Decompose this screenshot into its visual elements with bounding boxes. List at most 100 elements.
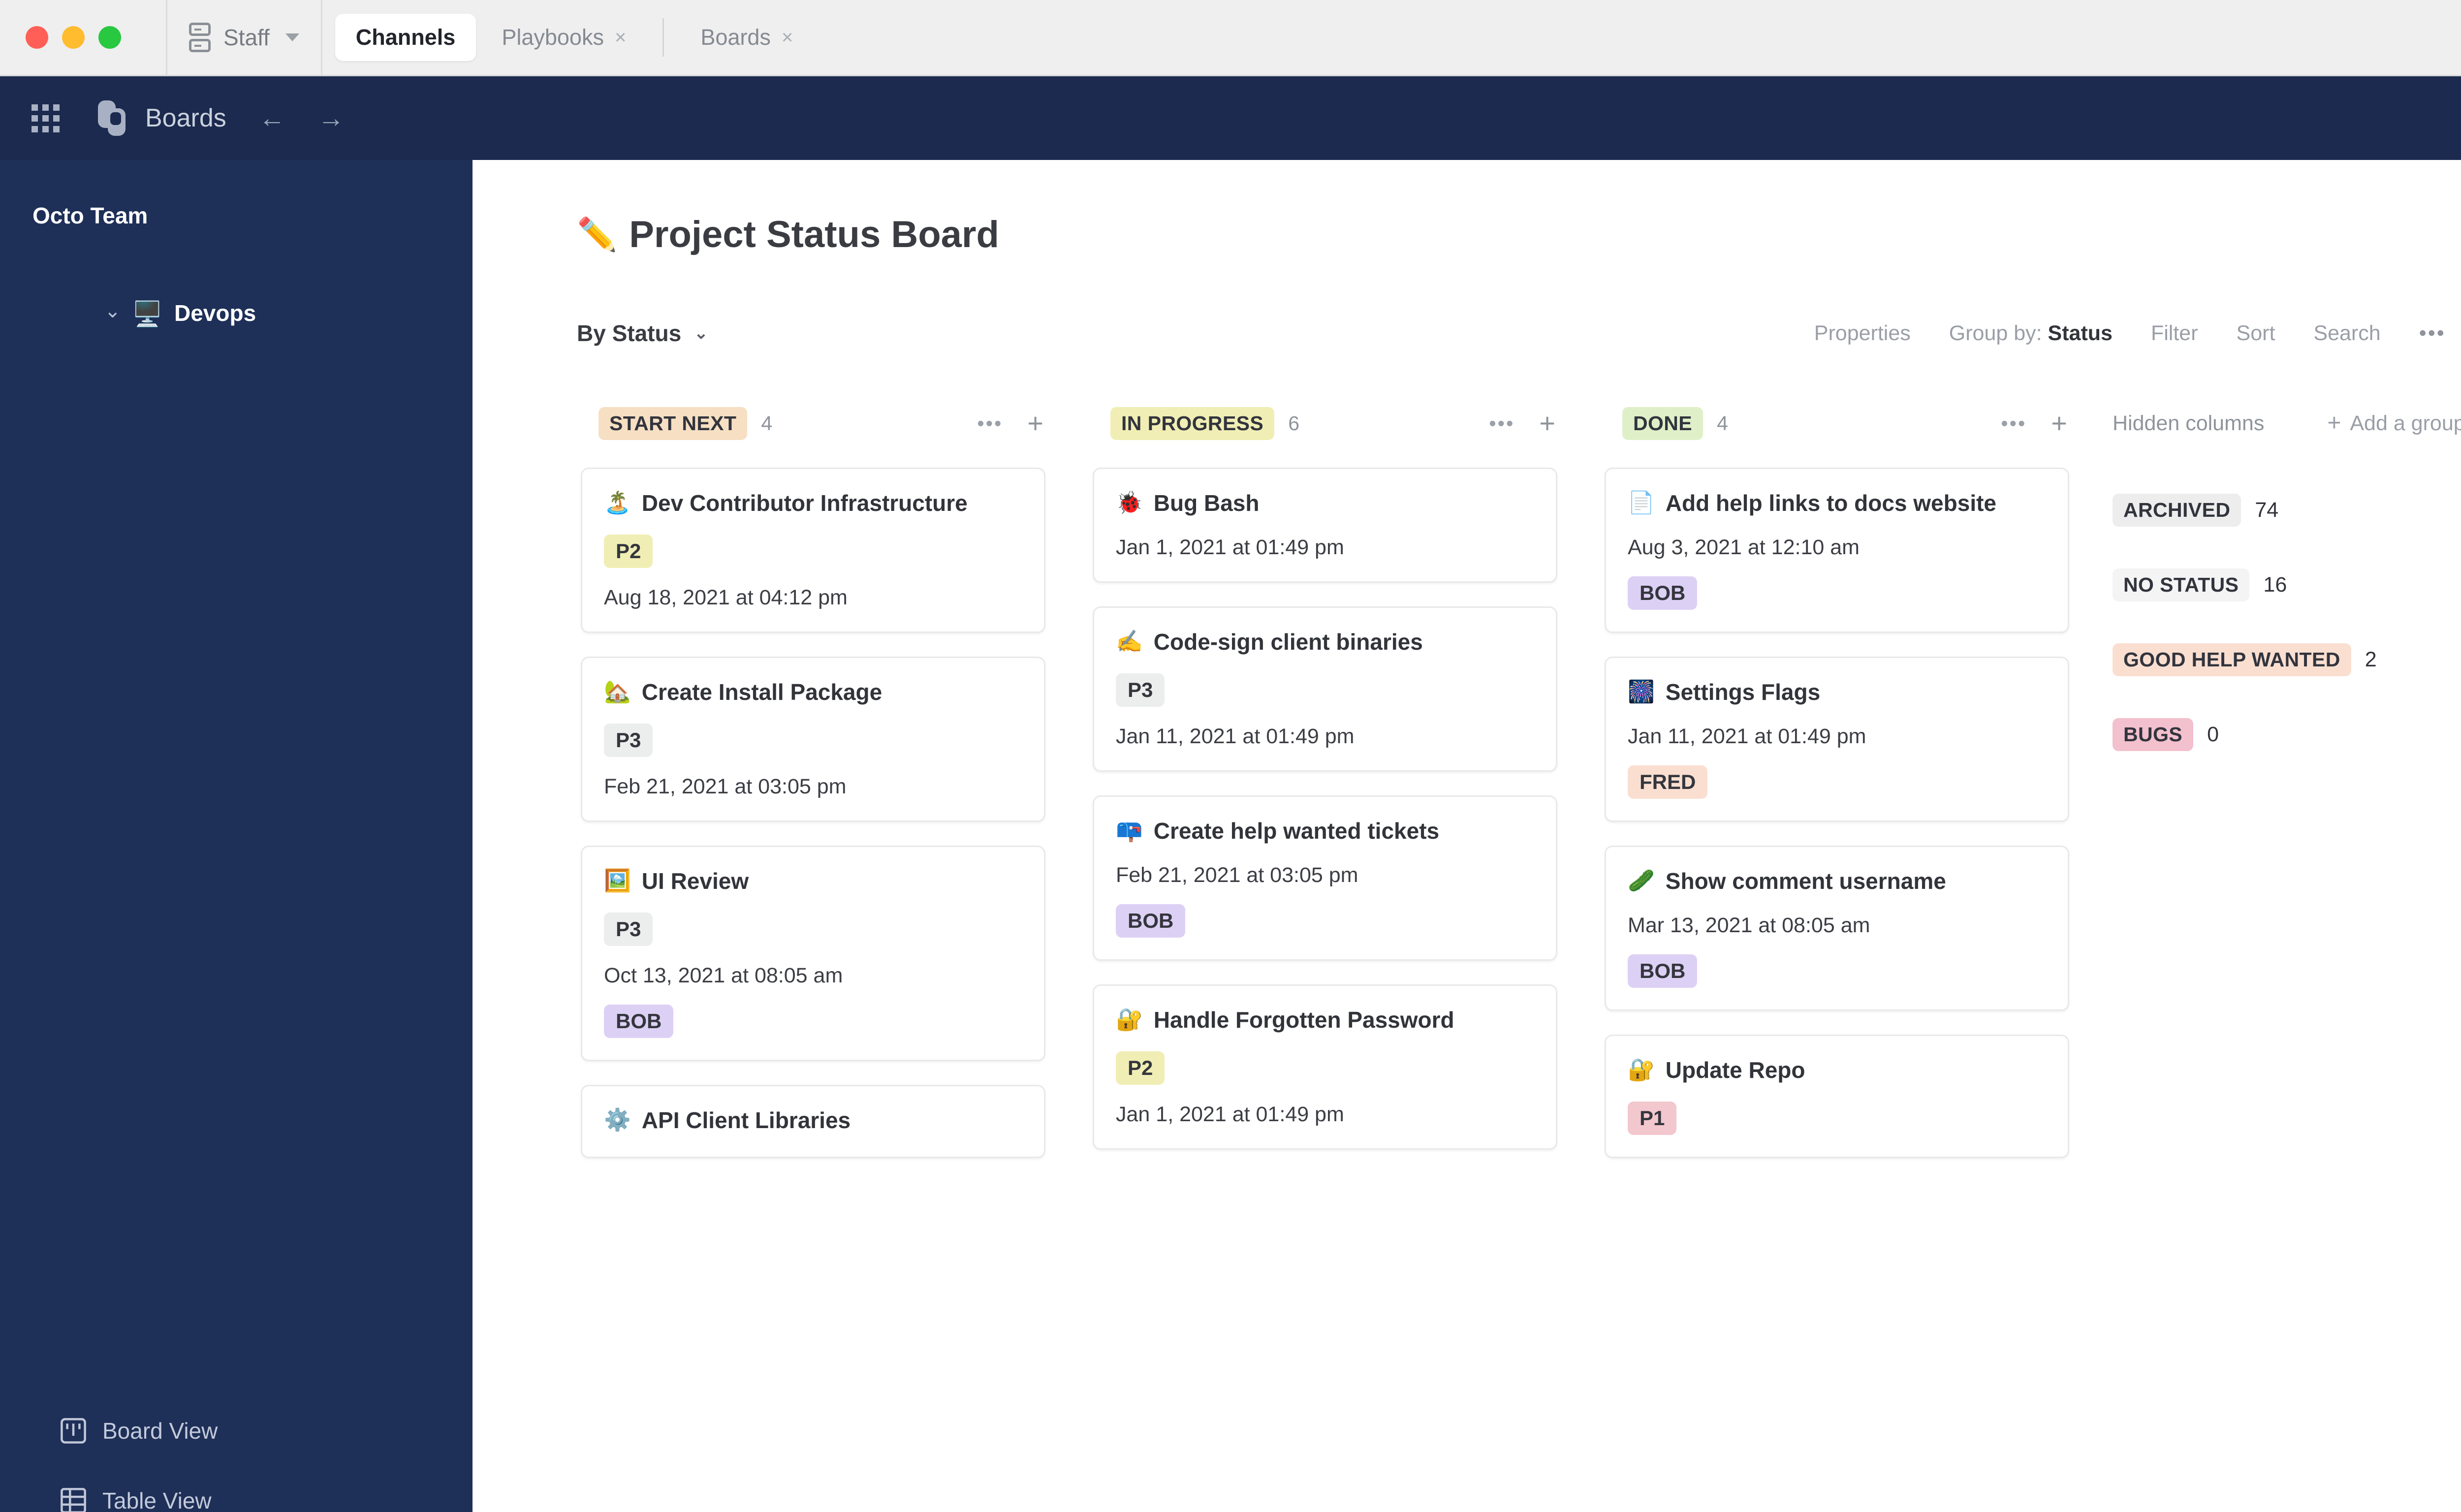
card-title-text: Dev Contributor Infrastructure: [641, 490, 968, 516]
minimize-window-icon[interactable]: [62, 26, 85, 49]
status-badge[interactable]: IN PROGRESS: [1110, 407, 1275, 440]
column-count: 4: [761, 411, 773, 435]
hidden-column-row[interactable]: GOOD HELP WANTED 2: [2113, 622, 2461, 697]
app-header: Boards ← → ? ⚙ ✔: [0, 76, 2461, 160]
card-title: ⚙️ API Client Libraries: [604, 1106, 1022, 1135]
board-card[interactable]: ✍️ Code-sign client binaries P3 Jan 11, …: [1093, 606, 1557, 772]
card-title-text: Create Install Package: [641, 679, 883, 705]
close-icon[interactable]: ×: [614, 27, 627, 48]
status-badge[interactable]: DONE: [1622, 407, 1704, 440]
card-date: Jan 1, 2021 at 01:49 pm: [1116, 1102, 1344, 1126]
board-card[interactable]: 🐞 Bug Bash Jan 1, 2021 at 01:49 pm: [1093, 468, 1557, 583]
forward-arrow-icon[interactable]: →: [317, 103, 345, 133]
status-badge: GOOD HELP WANTED: [2113, 643, 2351, 676]
close-icon[interactable]: ×: [781, 27, 793, 48]
hidden-columns-list: ARCHIVED 74 NO STATUS 16 GOOD HELP WANTE…: [2113, 472, 2461, 772]
add-card-icon[interactable]: +: [2051, 408, 2067, 439]
tab-playbooks[interactable]: Playbooks ×: [481, 14, 647, 61]
card-date: Feb 21, 2021 at 03:05 pm: [1116, 863, 1358, 887]
close-window-icon[interactable]: [26, 26, 48, 49]
chevron-down-icon[interactable]: ⌄: [104, 300, 121, 322]
desktop-computer-icon: 🖥️: [132, 300, 163, 328]
hidden-column-count: 16: [2263, 572, 2287, 597]
zoom-window-icon[interactable]: [98, 26, 121, 49]
column-menu-icon[interactable]: •••: [977, 411, 1003, 435]
framed-picture-icon: 🖼️: [604, 868, 631, 893]
board-card[interactable]: 📄 Add help links to docs website Aug 3, …: [1605, 468, 2069, 633]
board-card[interactable]: 🏡 Create Install Package P3 Feb 21, 2021…: [581, 656, 1045, 822]
mailbox-icon: 📪: [1116, 818, 1143, 843]
board-card[interactable]: 🏝️ Dev Contributor Infrastructure P2 Aug…: [581, 468, 1045, 633]
column-menu-icon[interactable]: •••: [1489, 411, 1515, 435]
status-badge[interactable]: START NEXT: [599, 407, 748, 440]
back-arrow-icon[interactable]: ←: [258, 103, 285, 133]
column-count: 6: [1288, 411, 1299, 435]
group-by-button[interactable]: Group by: Status: [1949, 321, 2113, 346]
sidebar-item-label: Table View: [102, 1488, 212, 1512]
board-card[interactable]: 🖼️ UI Review P3 Oct 13, 2021 at 08:05 am…: [581, 845, 1045, 1061]
add-group-button[interactable]: + Add a group: [2327, 411, 2461, 436]
card-title-text: Show comment username: [1665, 868, 1946, 894]
board-column-in-progress: IN PROGRESS 6 ••• + 🐞 Bug Bash Jan 1, 20…: [1089, 401, 1601, 1173]
card-title: 📪 Create help wanted tickets: [1116, 817, 1534, 846]
product-grid-icon[interactable]: [32, 104, 60, 132]
page-with-curl-icon: 📄: [1628, 491, 1655, 515]
locked-with-key-icon: 🔐: [1628, 1057, 1655, 1082]
card-title: 🖼️ UI Review: [604, 867, 1022, 896]
board-card[interactable]: ⚙️ API Client Libraries: [581, 1084, 1045, 1158]
card-title: 🥒 Show comment username: [1628, 867, 2046, 896]
properties-button[interactable]: Properties: [1814, 321, 1911, 345]
hidden-columns-title: Hidden columns: [2113, 411, 2265, 435]
filter-button[interactable]: Filter: [2150, 321, 2198, 345]
card-date: Aug 18, 2021 at 04:12 pm: [604, 585, 848, 609]
card-date: Jan 11, 2021 at 01:49 pm: [1628, 724, 1866, 748]
column-cards: 🐞 Bug Bash Jan 1, 2021 at 01:49 pm ✍️ Co…: [1089, 468, 1557, 1150]
group-by-value: Status: [2048, 321, 2113, 345]
status-badge: BUGS: [2113, 718, 2194, 751]
column-menu-icon[interactable]: •••: [2001, 411, 2027, 435]
sidebar-item-label: Board View: [102, 1418, 218, 1444]
column-count: 4: [1717, 411, 1728, 435]
sort-button[interactable]: Sort: [2236, 321, 2275, 345]
chevron-down-icon: ⌄: [694, 324, 708, 343]
workspace-switcher[interactable]: Staff: [167, 0, 322, 75]
tab-label: Channels: [355, 25, 456, 50]
chevron-down-icon: [285, 33, 299, 41]
tab-boards[interactable]: Boards ×: [680, 14, 814, 61]
column-cards: 📄 Add help links to docs website Aug 3, …: [1601, 468, 2069, 1158]
sidebar-item-devops-board-view[interactable]: Board View: [0, 1396, 473, 1466]
card-title: 🔐 Handle Forgotten Password: [1116, 1006, 1534, 1035]
page-title[interactable]: ✏️ Project Status Board: [473, 189, 2461, 256]
ladybug-icon: 🐞: [1116, 491, 1143, 515]
hidden-columns-header: Hidden columns + Add a group: [2113, 401, 2461, 446]
traffic-lights: [0, 0, 167, 75]
card-title-text: Settings Flags: [1665, 679, 1821, 705]
tab-channels[interactable]: Channels: [335, 14, 476, 61]
hidden-column-row[interactable]: NO STATUS 16: [2113, 547, 2461, 622]
hidden-column-row[interactable]: BUGS 0: [2113, 697, 2461, 772]
sidebar-item-devops[interactable]: ⌄ 🖥️ Devops: [0, 300, 473, 1396]
more-options-icon[interactable]: •••: [2419, 321, 2446, 345]
add-card-icon[interactable]: +: [1027, 408, 1043, 439]
board-card[interactable]: 🔐 Update Repo P1: [1605, 1034, 2069, 1158]
board-card[interactable]: 🥒 Show comment username Mar 13, 2021 at …: [1605, 845, 2069, 1011]
board-card[interactable]: 📪 Create help wanted tickets Feb 21, 202…: [1093, 795, 1557, 961]
card-date: Feb 21, 2021 at 03:05 pm: [604, 774, 847, 798]
add-card-icon[interactable]: +: [1539, 408, 1555, 439]
sidebar-item-devops-table-view[interactable]: Table View: [0, 1466, 473, 1512]
hidden-column-count: 2: [2365, 647, 2377, 671]
board-toolbar-actions: Properties Group by: Status Filter Sort …: [1814, 309, 2461, 357]
column-header: DONE 4 ••• +: [1601, 401, 2069, 446]
view-selector[interactable]: By Status ⌄: [577, 320, 708, 346]
board-card[interactable]: 🔐 Handle Forgotten Password P2 Jan 1, 20…: [1093, 984, 1557, 1150]
column-cards: 🏝️ Dev Contributor Infrastructure P2 Aug…: [577, 468, 1045, 1158]
hidden-column-row[interactable]: ARCHIVED 74: [2113, 472, 2461, 547]
view-selector-label: By Status: [577, 320, 682, 346]
app-title: Boards: [145, 104, 226, 132]
board-card[interactable]: 🎆 Settings Flags Jan 11, 2021 at 01:49 p…: [1605, 656, 2069, 822]
priority-chip: P3: [604, 723, 653, 757]
sidebar: Octo Team ⌄ 🖥️ Devops Board View Table V…: [0, 160, 473, 1512]
house-icon: 🏡: [604, 679, 631, 704]
card-title: 🏡 Create Install Package: [604, 678, 1022, 707]
search-button[interactable]: Search: [2313, 321, 2381, 345]
